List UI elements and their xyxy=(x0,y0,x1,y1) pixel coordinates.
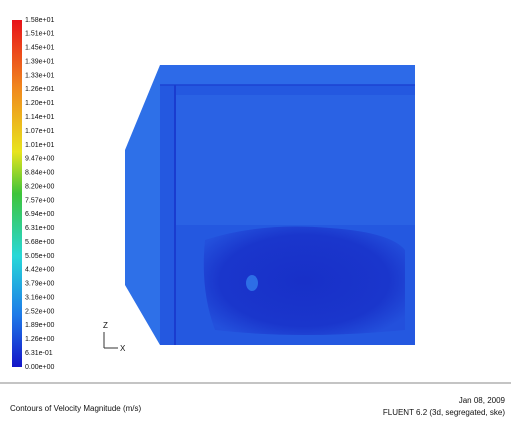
colorbar-label: 2.52e+00 xyxy=(25,308,54,315)
axis-label: Z xyxy=(103,321,108,330)
colorbar-label: 5.68e+00 xyxy=(25,239,54,246)
colorbar-label: 8.84e+00 xyxy=(25,170,54,177)
colorbar-label: 3.79e+00 xyxy=(25,281,54,288)
version: FLUENT 6.2 (3d, segregated, ske) xyxy=(383,408,505,417)
colorbar-label: 6.94e+00 xyxy=(25,211,54,218)
colorbar-label: 6.31e+00 xyxy=(25,225,54,232)
colorbar-label: 9.47e+00 xyxy=(25,156,54,163)
colorbar xyxy=(12,20,22,367)
colorbar-label: 1.89e+00 xyxy=(25,322,54,329)
top-strip xyxy=(160,65,415,85)
colorbar-label: 1.39e+01 xyxy=(25,58,54,65)
date: Jan 08, 2009 xyxy=(459,396,506,405)
colorbar-label: 7.57e+00 xyxy=(25,197,54,204)
colorbar-label: 8.20e+00 xyxy=(25,183,54,190)
colorbar-label: 6.31e-01 xyxy=(25,350,53,357)
colorbar-label: 1.14e+01 xyxy=(25,114,54,121)
colorbar-label: 1.51e+01 xyxy=(25,31,54,38)
colorbar-label: 5.05e+00 xyxy=(25,253,54,260)
colorbar-label: 0.00e+00 xyxy=(25,364,54,371)
upper-region xyxy=(175,95,415,225)
colorbar-label: 3.16e+00 xyxy=(25,294,54,301)
axis-label: X xyxy=(120,344,126,353)
plot-title: Contours of Velocity Magnitude (m/s) xyxy=(10,404,142,413)
colorbar-label: 1.07e+01 xyxy=(25,128,54,135)
colorbar-label: 1.26e+01 xyxy=(25,86,54,93)
colorbar-label: 1.58e+01 xyxy=(25,17,54,24)
colorbar-label: 1.20e+01 xyxy=(25,100,54,107)
colorbar-label: 1.01e+01 xyxy=(25,142,54,149)
colorbar-label: 1.26e+00 xyxy=(25,336,54,343)
colorbar-label: 1.33e+01 xyxy=(25,72,54,79)
eddy xyxy=(246,275,258,291)
colorbar-label: 4.42e+00 xyxy=(25,267,54,274)
low-velocity-region xyxy=(203,226,405,335)
colorbar-label: 1.45e+01 xyxy=(25,45,54,52)
